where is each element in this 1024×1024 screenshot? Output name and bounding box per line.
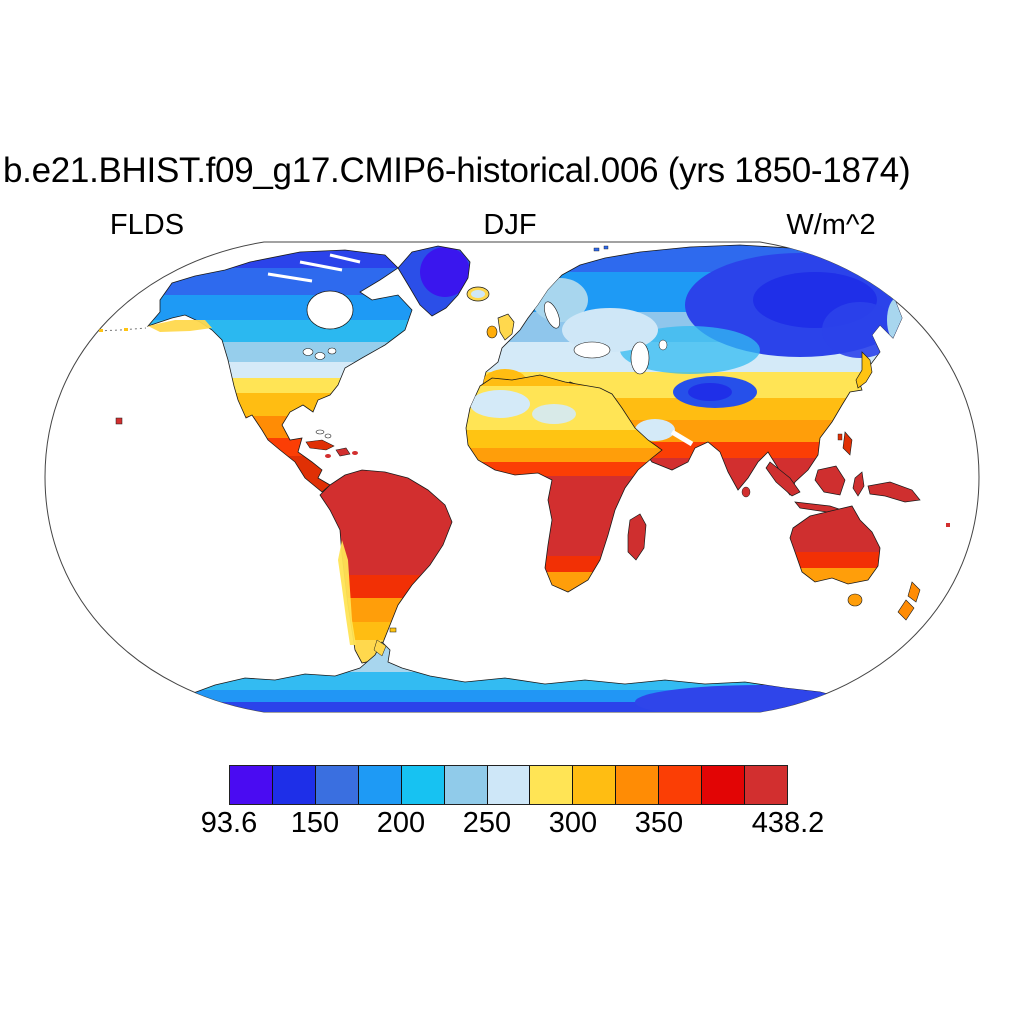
- tibet-coldest: [688, 383, 732, 401]
- colorbar-segment-7: [529, 766, 573, 804]
- aleutian-dot: [74, 329, 78, 332]
- sumatra: [765, 461, 801, 497]
- colorbar-segment-9: [615, 766, 659, 804]
- great-lakes: [314, 352, 326, 360]
- colorbar-segment-3: [357, 766, 401, 804]
- colorbar-segment-5: [443, 766, 487, 804]
- borneo: [814, 465, 846, 496]
- colorbar-segment-12: [744, 766, 787, 804]
- madagascar: [627, 513, 647, 561]
- persian-gulf: [670, 429, 694, 447]
- australia: [789, 505, 881, 585]
- colorbar-tick-350: 350: [634, 807, 684, 839]
- antarctic-peninsula-warm-tip: [373, 639, 387, 657]
- variable-label: FLDS: [109, 209, 185, 241]
- east-europe-band: [562, 308, 658, 352]
- falkland-islands: [389, 627, 397, 633]
- colorbar-segment-2: [314, 766, 358, 804]
- fiji: [946, 523, 950, 527]
- hawaii: [115, 417, 123, 425]
- great-lakes: [302, 348, 314, 356]
- colorbar: [229, 765, 788, 805]
- ireland: [486, 325, 498, 339]
- colorbar-tick-250: 250: [462, 807, 512, 839]
- new-zealand-north: [907, 581, 921, 603]
- colorbar-tick-labels: 93.6 150 200 250 300 350 438.2: [201, 807, 825, 843]
- antarctica-anomalies: [635, 685, 870, 712]
- colorbar-tick-150: 150: [290, 807, 340, 839]
- andes-strip: [338, 540, 356, 645]
- black-sea: [573, 341, 611, 359]
- colorbar-segment-6: [486, 766, 530, 804]
- africa-anomalies: [470, 390, 576, 424]
- units-label: W/m^2: [786, 209, 876, 241]
- season-label: DJF: [483, 209, 537, 241]
- colorbar-segment-0: [230, 766, 272, 804]
- hispaniola: [335, 447, 351, 457]
- sahara-dry-patch-central: [532, 404, 576, 424]
- taiwan: [837, 433, 843, 441]
- colorbar-segment-4: [400, 766, 444, 804]
- aleutian-dot: [99, 329, 103, 332]
- sulawesi: [852, 471, 865, 497]
- colorbar-segment-1: [271, 766, 315, 804]
- hudson-bay: [306, 290, 354, 330]
- bahamas-outline: [324, 433, 332, 439]
- africa: [465, 374, 663, 593]
- land-layer: [69, 244, 950, 712]
- great-britain: [497, 313, 515, 341]
- tasmania: [847, 593, 863, 607]
- great-lakes: [327, 347, 337, 355]
- arctic-channels: [267, 253, 361, 283]
- baltic-sea: [544, 301, 560, 329]
- colorbar-segment-10: [658, 766, 702, 804]
- aral-sea: [658, 339, 668, 351]
- alaska-coast-fringe: [148, 320, 212, 332]
- colorbar-tick-438.2: 438.2: [751, 807, 825, 839]
- japan: [855, 351, 873, 389]
- arabia-dry-patch: [635, 419, 675, 441]
- caspian-sea: [630, 341, 650, 375]
- central-asia-band: [620, 326, 760, 374]
- colorbar-tick-300: 300: [548, 807, 598, 839]
- east-antarctica-cold: [635, 685, 870, 712]
- svalbard: [603, 245, 609, 250]
- colorbar-tick-200: 200: [376, 807, 426, 839]
- svalbard: [593, 247, 600, 252]
- cuba: [305, 439, 335, 451]
- plot-title: b.e21.BHIST.f09_g17.CMIP6-historical.006…: [3, 151, 911, 190]
- eurasia-anomalies: [483, 253, 912, 441]
- colorbar-segment-11: [701, 766, 745, 804]
- aleutian-dot: [124, 328, 128, 331]
- sahara-dry-patch-west: [470, 390, 530, 418]
- new-zealand-south: [897, 599, 915, 621]
- colorbar-tick-93.6: 93.6: [200, 807, 258, 839]
- philippines: [842, 431, 853, 456]
- puerto-rico: [352, 451, 358, 455]
- jamaica: [325, 454, 331, 458]
- iceland: [471, 290, 485, 298]
- bahamas-outline: [315, 429, 325, 435]
- greenland: [397, 245, 471, 317]
- sri-lanka: [741, 486, 751, 498]
- colorbar-segment-8: [572, 766, 616, 804]
- new-guinea: [867, 481, 921, 503]
